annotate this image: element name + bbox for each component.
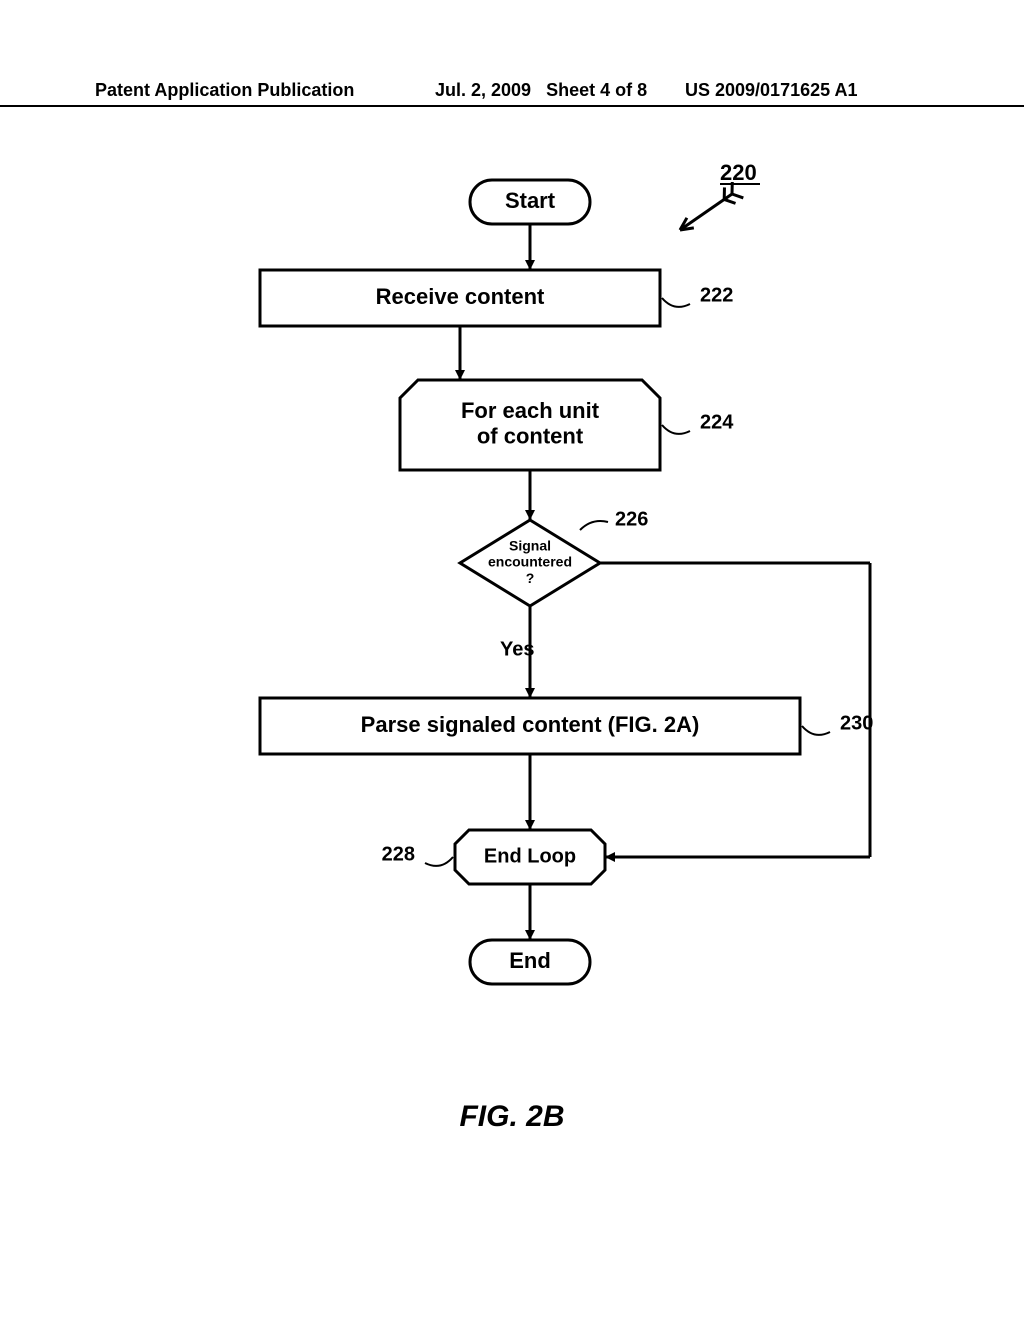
- svg-text:?: ?: [526, 570, 535, 586]
- svg-text:Start: Start: [505, 188, 556, 213]
- svg-text:228: 228: [382, 843, 415, 865]
- svg-text:226: 226: [615, 508, 648, 530]
- svg-text:224: 224: [700, 411, 734, 433]
- svg-text:222: 222: [700, 284, 733, 306]
- header-publication: Patent Application Publication: [0, 80, 435, 101]
- svg-text:Yes: Yes: [500, 638, 534, 660]
- header-date: Jul. 2, 2009 Sheet 4 of 8: [435, 80, 685, 101]
- svg-text:For each unit: For each unit: [461, 398, 600, 423]
- flowchart: Start Receive content 222 For each unitof c…: [0, 120, 1024, 1040]
- header-pubnum: US 2009/0171625 A1: [685, 80, 935, 101]
- svg-text:220: 220: [720, 160, 757, 185]
- svg-text:Parse signaled content (FIG. 2: Parse signaled content (FIG. 2A): [361, 712, 700, 737]
- figure-caption: FIG. 2B: [0, 1100, 1024, 1134]
- svg-text:Signal: Signal: [509, 538, 551, 554]
- page-header: Patent Application Publication Jul. 2, 2…: [0, 80, 1024, 107]
- svg-text:End Loop: End Loop: [484, 845, 576, 867]
- page: Patent Application Publication Jul. 2, 2…: [0, 0, 1024, 1320]
- svg-text:encountered: encountered: [488, 554, 572, 570]
- svg-text:of content: of content: [477, 423, 584, 448]
- svg-text:End: End: [509, 948, 551, 973]
- svg-text:230: 230: [840, 712, 873, 734]
- svg-text:Receive content: Receive content: [376, 284, 545, 309]
